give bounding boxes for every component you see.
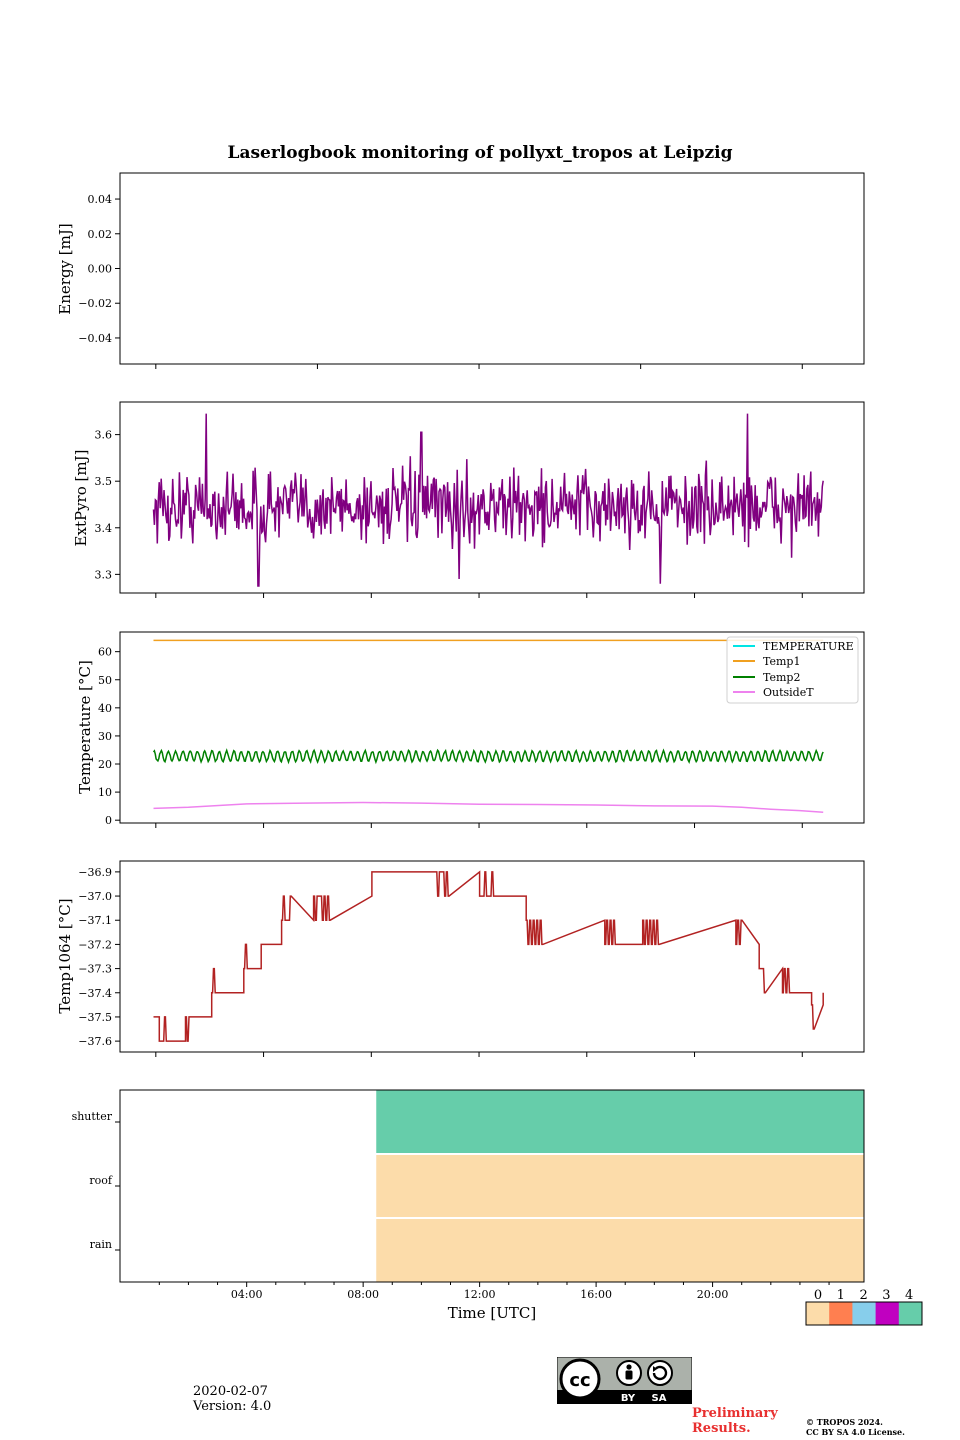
x-tick-label: 20:00 [697,1288,729,1301]
date-version-block: 2020-02-07 Version: 4.0 [193,1384,271,1414]
preliminary-line1: Preliminary [692,1406,778,1421]
energy-ylabel: Energy [mJ] [56,223,74,314]
y-tick-label: 50 [98,674,112,687]
temp1064-ylabel: Temp1064 [°C] [56,898,74,1013]
y-tick-label: 60 [98,646,112,659]
y-tick-label: −0.04 [78,332,112,345]
y-tick-label: 30 [98,730,112,743]
colorbar-cell-3 [875,1302,900,1325]
sa-text: SA [652,1393,667,1404]
y-tick-label: −37.3 [78,963,112,976]
status-row-label-shutter: shutter [72,1110,113,1123]
y-tick-label: 0.04 [88,193,113,206]
y-tick-label: −37.1 [78,914,112,927]
colorbar-cell-2 [852,1302,876,1325]
y-tick-label: 3.3 [95,568,113,581]
temperature-ylabel: Temperature [°C] [76,660,94,794]
chart-title: Laserlogbook monitoring of pollyxt_tropo… [227,143,732,163]
y-tick-label: −36.9 [78,866,112,879]
x-tick-label: 04:00 [231,1288,263,1301]
cc-license-badge[interactable]: cc BY SA [557,1357,692,1404]
y-tick-label: −37.5 [78,1011,112,1024]
y-tick-label: 0 [105,814,112,827]
y-tick-label: −37.2 [78,938,112,951]
y-tick-label: 3.4 [95,522,113,535]
extpyro-ylabel: ExtPyro [mJ] [72,450,90,547]
status-row-label-roof: roof [89,1174,113,1187]
extpyro-series-line [152,413,824,587]
status-cell-roof [376,1155,864,1217]
y-tick-label: −37.0 [78,890,112,903]
x-tick-label: 16:00 [580,1288,612,1301]
legend-label-temp2: Temp2 [763,671,800,684]
temp2-series-line [152,748,824,765]
legend-label-temp1: Temp1 [763,655,800,668]
legend-label-temperature: TEMPERATURE [763,640,854,653]
y-tick-label: 20 [98,758,112,771]
x-axis-label: Time [UTC] [448,1304,537,1322]
x-tick-label: 12:00 [464,1288,496,1301]
colorbar-cell-1 [829,1302,853,1325]
share-alike-icon [647,1360,673,1386]
copyright-line2: CC BY SA 4.0 License. [806,1427,905,1437]
temperature-panel: Temperature [°C] 60 50 40 30 20 10 0 TEMPERATU… [76,631,865,828]
y-tick-label: 0.02 [88,228,113,241]
temp1064-panel: Temp1064 [°C] −36.9 −37.0 −37.1 −37.2 −37.3 −… [56,860,865,1057]
temperature-legend: TEMPERATURE Temp1 Temp2 OutsideT [726,636,859,704]
colorbar-cell-4 [898,1302,923,1325]
preliminary-note: Preliminary Results. [692,1406,778,1436]
y-tick-label: −0.02 [78,297,112,310]
cc-icon [559,1358,601,1400]
y-tick-label: −37.6 [78,1035,112,1048]
energy-panel: Energy [mJ] 0.04 0.02 0.00 −0.02 −0.04 [56,172,865,369]
y-tick-label: 3.6 [95,429,113,442]
colorbar-cell-0 [806,1302,830,1325]
y-tick-label: 10 [98,786,112,799]
plot-version: Version: 4.0 [193,1399,272,1414]
x-tick-label: 08:00 [347,1288,379,1301]
status-panel: shutter roof rain 04:00 08:00 12:00 16:00 20… [72,1089,865,1322]
copyright-line1: © TROPOS 2024. [806,1417,883,1427]
status-row-label-rain: rain [90,1238,112,1251]
colorbar-label: 1 [837,1288,845,1303]
extpyro-panel: ExtPyro [mJ] 3.6 3.5 3.4 3.3 [72,401,865,598]
temp1064-series-line [153,870,824,1042]
y-tick-label: 3.5 [95,475,113,488]
by-text: BY [621,1393,636,1404]
status-cell-shutter [376,1090,864,1153]
status-cell-rain [376,1219,864,1282]
copyright-note: © TROPOS 2024. CC BY SA 4.0 License. [806,1417,905,1437]
colorbar-label: 4 [905,1288,913,1303]
colorbar-label: 0 [814,1288,822,1303]
colorbar-label: 3 [882,1288,890,1303]
y-tick-label: 40 [98,702,112,715]
y-tick-label: −37.4 [78,987,112,1000]
colorbar-label: 2 [859,1288,867,1303]
cc-text: cc [569,1370,590,1391]
plot-date: 2020-02-07 [193,1384,268,1399]
outsidet-series-line [153,801,824,814]
y-tick-label: 0.00 [88,263,113,276]
preliminary-line2: Results. [692,1421,751,1436]
legend-label-outsidet: OutsideT [763,686,814,699]
